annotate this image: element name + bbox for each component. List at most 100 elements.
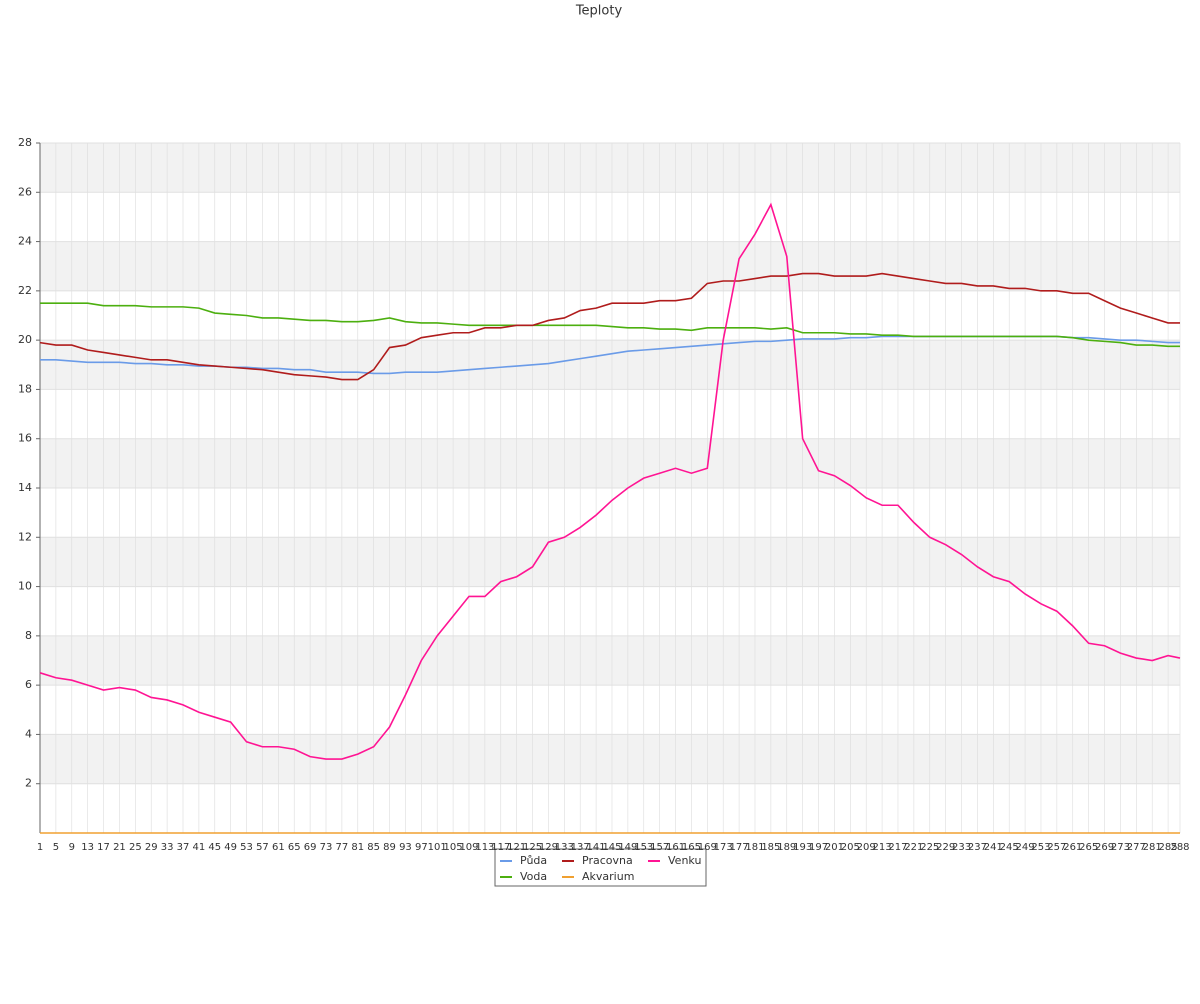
x-tick-label: 181 bbox=[745, 842, 764, 853]
x-tick-label: 89 bbox=[383, 842, 396, 853]
x-tick-label: 257 bbox=[1047, 842, 1066, 853]
x-tick-label: 49 bbox=[224, 842, 237, 853]
legend-label: Půda bbox=[520, 854, 547, 867]
y-tick-label: 8 bbox=[25, 629, 32, 642]
x-tick-label: 185 bbox=[761, 842, 780, 853]
x-tick-label: 101 bbox=[428, 842, 447, 853]
x-tick-label: 165 bbox=[682, 842, 701, 853]
x-tick-label: 233 bbox=[952, 842, 971, 853]
x-tick-label: 189 bbox=[777, 842, 796, 853]
x-tick-label: 245 bbox=[1000, 842, 1019, 853]
x-tick-label: 288 bbox=[1170, 842, 1189, 853]
y-tick-label: 22 bbox=[18, 284, 32, 297]
x-tick-label: 109 bbox=[459, 842, 478, 853]
x-tick-label: 21 bbox=[113, 842, 126, 853]
y-tick-label: 18 bbox=[18, 382, 32, 395]
y-tick-label: 12 bbox=[18, 530, 32, 543]
x-tick-label: 37 bbox=[177, 842, 190, 853]
y-tick-label: 16 bbox=[18, 432, 32, 445]
x-tick-label: 113 bbox=[475, 842, 494, 853]
x-tick-label: 125 bbox=[523, 842, 542, 853]
x-tick-label: 117 bbox=[491, 842, 510, 853]
y-tick-label: 14 bbox=[18, 481, 32, 494]
x-tick-label: 193 bbox=[793, 842, 812, 853]
x-tick-label: 201 bbox=[825, 842, 844, 853]
x-tick-label: 33 bbox=[161, 842, 174, 853]
x-tick-label: 93 bbox=[399, 842, 412, 853]
series-line bbox=[40, 302, 1180, 348]
legend-label: Pracovna bbox=[582, 854, 633, 867]
x-tick-label: 45 bbox=[208, 842, 221, 853]
y-tick-label: 10 bbox=[18, 580, 32, 593]
legend-label: Voda bbox=[520, 870, 547, 883]
x-tick-label: 173 bbox=[714, 842, 733, 853]
x-tick-label: 237 bbox=[968, 842, 987, 853]
x-tick-label: 149 bbox=[618, 842, 637, 853]
y-tick-label: 4 bbox=[25, 727, 32, 740]
x-tick-label: 5 bbox=[53, 842, 59, 853]
x-tick-label: 205 bbox=[841, 842, 860, 853]
y-tick-label: 6 bbox=[25, 678, 32, 691]
x-tick-label: 281 bbox=[1143, 842, 1162, 853]
x-tick-label: 177 bbox=[730, 842, 749, 853]
grid-band bbox=[40, 340, 1180, 390]
x-tick-label: 221 bbox=[904, 842, 923, 853]
y-tick-label: 28 bbox=[18, 136, 32, 149]
x-tick-label: 69 bbox=[304, 842, 317, 853]
x-tick-label: 225 bbox=[920, 842, 939, 853]
x-tick-label: 81 bbox=[351, 842, 364, 853]
x-tick-label: 273 bbox=[1111, 842, 1130, 853]
legend-label: Venku bbox=[668, 854, 701, 867]
x-tick-label: 77 bbox=[336, 842, 349, 853]
y-tick-label: 2 bbox=[25, 777, 32, 790]
x-tick-label: 145 bbox=[602, 842, 621, 853]
grid-band bbox=[40, 143, 1180, 193]
x-tick-label: 197 bbox=[809, 842, 828, 853]
x-tick-label: 133 bbox=[555, 842, 574, 853]
x-tick-label: 85 bbox=[367, 842, 380, 853]
x-tick-label: 277 bbox=[1127, 842, 1146, 853]
legend-label: Akvarium bbox=[582, 870, 634, 883]
x-tick-label: 141 bbox=[587, 842, 606, 853]
x-tick-label: 57 bbox=[256, 842, 269, 853]
x-tick-label: 153 bbox=[634, 842, 653, 853]
x-tick-label: 13 bbox=[81, 842, 94, 853]
x-tick-label: 261 bbox=[1063, 842, 1082, 853]
grid-band bbox=[40, 241, 1180, 291]
x-tick-label: 121 bbox=[507, 842, 526, 853]
x-tick-label: 169 bbox=[698, 842, 717, 853]
x-tick-label: 209 bbox=[857, 842, 876, 853]
x-tick-label: 157 bbox=[650, 842, 669, 853]
x-tick-label: 129 bbox=[539, 842, 558, 853]
x-tick-label: 253 bbox=[1031, 842, 1050, 853]
x-tick-label: 25 bbox=[129, 842, 142, 853]
x-tick-label: 61 bbox=[272, 842, 285, 853]
x-tick-label: 1 bbox=[37, 842, 43, 853]
x-tick-label: 41 bbox=[193, 842, 206, 853]
chart-title: Teploty bbox=[575, 4, 623, 19]
x-tick-label: 265 bbox=[1079, 842, 1098, 853]
x-tick-label: 137 bbox=[571, 842, 590, 853]
y-tick-label: 24 bbox=[18, 235, 32, 248]
x-tick-label: 161 bbox=[666, 842, 685, 853]
x-tick-label: 17 bbox=[97, 842, 110, 853]
legend bbox=[494, 848, 707, 887]
series-line bbox=[39, 202, 1181, 760]
y-tick-label: 20 bbox=[18, 333, 32, 346]
x-tick-label: 65 bbox=[288, 842, 301, 853]
x-tick-label: 241 bbox=[984, 842, 1003, 853]
x-tick-label: 249 bbox=[1016, 842, 1035, 853]
grid-band bbox=[40, 537, 1180, 587]
series-line bbox=[39, 272, 1180, 381]
x-tick-label: 217 bbox=[888, 842, 907, 853]
x-tick-label: 97 bbox=[415, 842, 428, 853]
grid-band bbox=[40, 438, 1180, 488]
x-tick-label: 73 bbox=[320, 842, 333, 853]
x-tick-label: 213 bbox=[873, 842, 892, 853]
x-tick-label: 285 bbox=[1159, 842, 1178, 853]
grid-band bbox=[40, 635, 1180, 686]
x-tick-label: 269 bbox=[1095, 842, 1114, 853]
x-tick-label: 229 bbox=[936, 842, 955, 853]
x-tick-label: 105 bbox=[444, 842, 463, 853]
